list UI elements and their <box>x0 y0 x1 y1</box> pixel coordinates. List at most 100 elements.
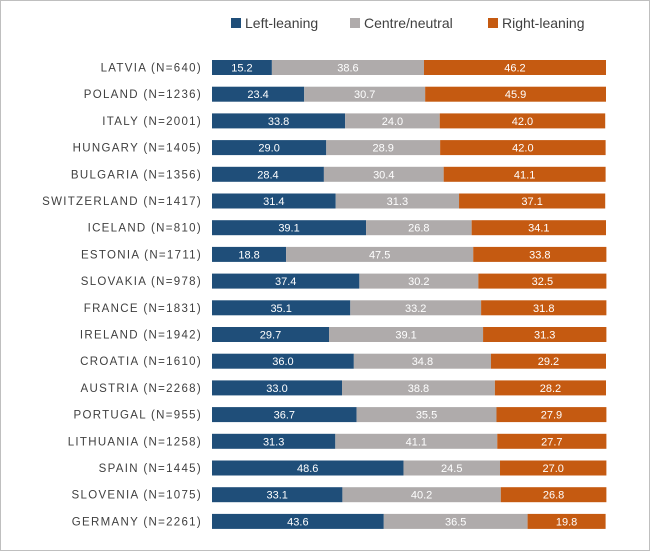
value-label-spain-left-leaning: 48.6 <box>297 463 318 475</box>
value-label-italy-right-leaning: 42.0 <box>512 116 533 128</box>
bar-latvia-centre-neutral <box>271 60 424 75</box>
value-label-slovakia-left-leaning: 37.4 <box>275 276 296 288</box>
bar-germany-right-leaning <box>527 513 606 529</box>
bar-croatia-centre-neutral <box>353 353 491 369</box>
value-label-switzerland-left-leaning: 31.4 <box>263 196 284 208</box>
bar-poland-right-leaning <box>425 86 606 102</box>
category-label-germany: GERMANY (N=2261) <box>72 516 202 528</box>
value-label-bulgaria-centre-neutral: 30.4 <box>373 169 394 181</box>
bar-germany-centre-neutral <box>383 513 528 529</box>
bar-italy-centre-neutral <box>345 113 440 129</box>
bar-austria-left-leaning <box>212 380 343 396</box>
bar-hungary-centre-neutral <box>326 140 441 156</box>
bar-bulgaria-left-leaning <box>212 166 324 182</box>
value-label-poland-right-leaning: 45.9 <box>505 89 526 101</box>
value-label-ireland-right-leaning: 31.3 <box>534 330 555 342</box>
legend-label-right-leaning: Right-leaning <box>502 15 585 31</box>
value-label-ireland-left-leaning: 29.7 <box>260 330 281 342</box>
category-label-slovenia: SLOVENIA (N=1075) <box>72 490 202 502</box>
legend: Left-leaning Centre/neutral Right-leaning <box>231 15 585 31</box>
bar-switzerland-centre-neutral <box>335 193 460 209</box>
bar-croatia-right-leaning <box>490 353 606 369</box>
bar-lithuania-left-leaning <box>212 433 336 449</box>
bar-estonia-right-leaning <box>473 246 607 262</box>
legend-label-left-leaning: Left-leaning <box>245 15 318 31</box>
category-label-ireland: IRELAND (N=1942) <box>80 330 202 342</box>
bar-france-right-leaning <box>481 300 607 316</box>
value-label-austria-centre-neutral: 38.8 <box>408 383 429 395</box>
bar-portugal-right-leaning <box>496 407 607 423</box>
bar-ireland-left-leaning <box>212 327 330 342</box>
category-label-iceland: ICELAND (N=810) <box>88 223 202 235</box>
value-label-france-centre-neutral: 33.2 <box>405 303 426 315</box>
bar-spain-centre-neutral <box>403 460 501 476</box>
value-label-germany-left-leaning: 43.6 <box>287 516 308 528</box>
bar-portugal-centre-neutral <box>356 407 497 423</box>
value-label-france-left-leaning: 35.1 <box>270 303 291 315</box>
bar-austria-right-leaning <box>494 380 606 396</box>
value-label-france-right-leaning: 31.8 <box>533 303 554 315</box>
value-label-slovenia-centre-neutral: 40.2 <box>411 490 432 502</box>
bar-lithuania-centre-neutral <box>335 433 498 449</box>
bar-poland-centre-neutral <box>304 86 426 102</box>
category-label-latvia: LATVIA (N=640) <box>101 63 202 75</box>
value-label-slovenia-left-leaning: 33.1 <box>266 490 287 502</box>
value-label-spain-right-leaning: 27.0 <box>542 463 563 475</box>
bar-poland-left-leaning <box>212 86 305 102</box>
bar-france-centre-neutral <box>350 300 482 316</box>
category-label-poland: POLAND (N=1236) <box>84 89 202 101</box>
bar-france-left-leaning <box>212 300 351 316</box>
value-label-bulgaria-right-leaning: 41.1 <box>514 169 535 181</box>
bar-spain-right-leaning <box>500 460 607 476</box>
bar-iceland-left-leaning <box>212 220 367 236</box>
bar-latvia-left-leaning <box>212 60 272 75</box>
category-label-switzerland: SWITZERLAND (N=1417) <box>42 196 202 208</box>
bar-lithuania-right-leaning <box>497 433 607 449</box>
value-label-croatia-left-leaning: 36.0 <box>272 356 293 368</box>
bar-ireland-centre-neutral <box>329 327 484 342</box>
category-label-spain: SPAIN (N=1445) <box>99 463 202 475</box>
category-label-austria: AUSTRIA (N=2268) <box>81 383 202 395</box>
bar-switzerland-left-leaning <box>212 193 336 209</box>
value-label-slovakia-centre-neutral: 30.2 <box>408 276 429 288</box>
value-label-germany-right-leaning: 19.8 <box>556 516 577 528</box>
value-label-slovakia-right-leaning: 32.5 <box>532 276 553 288</box>
category-label-lithuania: LITHUANIA (N=1258) <box>68 436 202 448</box>
bar-hungary-right-leaning <box>440 140 606 156</box>
value-label-poland-left-leaning: 23.4 <box>247 89 268 101</box>
bar-austria-centre-neutral <box>342 380 495 396</box>
bar-estonia-centre-neutral <box>286 246 474 262</box>
category-label-estonia: ESTONIA (N=1711) <box>81 249 202 261</box>
bar-hungary-left-leaning <box>212 140 327 156</box>
value-label-iceland-centre-neutral: 26.8 <box>408 223 429 235</box>
category-label-croatia: CROATIA (N=1610) <box>80 356 202 368</box>
bar-latvia-right-leaning <box>423 60 606 75</box>
value-label-lithuania-left-leaning: 31.3 <box>263 436 284 448</box>
value-label-austria-right-leaning: 28.2 <box>540 383 561 395</box>
legend-swatch-left-leaning <box>231 18 241 28</box>
value-label-poland-centre-neutral: 30.7 <box>354 89 375 101</box>
value-label-lithuania-right-leaning: 27.7 <box>541 436 562 448</box>
bar-bulgaria-centre-neutral <box>323 166 444 182</box>
bar-slovenia-left-leaning <box>212 487 343 503</box>
category-label-slovakia: SLOVAKIA (N=978) <box>81 276 202 288</box>
bar-slovakia-left-leaning <box>212 273 360 289</box>
value-label-portugal-right-leaning: 27.9 <box>541 410 562 422</box>
value-label-estonia-right-leaning: 33.8 <box>529 249 550 261</box>
category-label-france: FRANCE (N=1831) <box>84 303 202 315</box>
bar-bulgaria-right-leaning <box>443 166 606 182</box>
value-label-austria-left-leaning: 33.0 <box>266 383 287 395</box>
bar-slovenia-right-leaning <box>500 487 607 503</box>
category-label-hungary: HUNGARY (N=1405) <box>73 143 202 155</box>
value-label-croatia-centre-neutral: 34.8 <box>412 356 433 368</box>
value-label-hungary-right-leaning: 42.0 <box>512 143 533 155</box>
bar-italy-right-leaning <box>439 113 606 129</box>
value-label-hungary-centre-neutral: 28.9 <box>372 143 393 155</box>
legend-swatch-right-leaning <box>488 18 498 28</box>
bars: LATVIA (N=640) 15.2 38.6 46.2 POLAND (N=1236… <box>42 60 607 529</box>
legend-swatch-centre-neutral <box>350 18 360 28</box>
value-label-slovenia-right-leaning: 26.8 <box>543 490 564 502</box>
legend-label-centre-neutral: Centre/neutral <box>364 15 453 31</box>
value-label-latvia-left-leaning: 15.2 <box>231 63 252 75</box>
